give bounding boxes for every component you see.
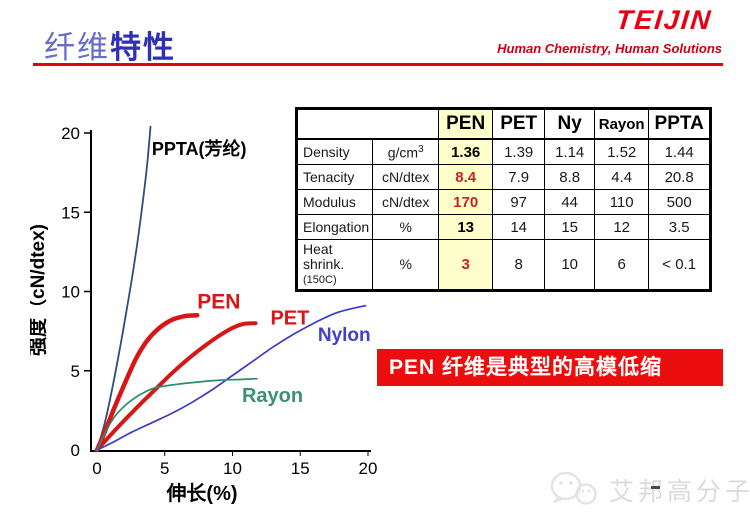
series-label-pet: PET — [270, 307, 309, 329]
value-cell-pet: 1.39 — [492, 138, 546, 165]
value-cell-rayon: 6 — [594, 239, 650, 291]
x-tick-label: 20 — [359, 459, 378, 478]
value-cell-pen: 1.36 — [438, 138, 494, 165]
watermark-text: 艾邦高分子 — [609, 478, 750, 506]
value-cell-rayon: 1.52 — [594, 138, 650, 165]
conclusion-banner: PEN 纤维是典型的高模低缩 — [377, 349, 723, 386]
property-cell: Heat shrink.(150C) — [295, 239, 374, 291]
series-ppta — [96, 125, 152, 451]
y-axis-title: 强度（cN/dtex) — [30, 224, 49, 356]
y-tick-label: 10 — [61, 283, 80, 302]
value-cell-pen: 170 — [438, 189, 494, 215]
unit-cell: % — [372, 239, 440, 291]
value-cell-ny: 1.14 — [544, 138, 596, 165]
value-cell-pen: 8.4 — [438, 164, 494, 190]
table-row: Density g/cm3 1.36 1.39 1.14 1.52 1.44 — [295, 138, 712, 165]
y-tick-label: 5 — [71, 362, 80, 381]
x-tick-label: 5 — [160, 459, 169, 478]
x-tick-label: 0 — [92, 459, 101, 478]
value-cell-ppta: 20.8 — [648, 164, 712, 190]
value-cell-pen: 13 — [438, 214, 494, 240]
page-title-part2: 特性 — [110, 30, 176, 65]
page-title: 纤维特性 — [44, 22, 176, 67]
unit-cell: cN/dtex — [372, 164, 440, 190]
value-cell-ny: 8.8 — [544, 164, 596, 190]
value-cell-pet: 14 — [492, 214, 546, 240]
unit-cell: g/cm3 — [372, 138, 440, 165]
x-axis-title: 伸长(%) — [165, 481, 237, 505]
value-cell-ny: 15 — [544, 214, 596, 240]
value-cell-ny: 44 — [544, 189, 596, 215]
series-label-ppta: PPTA(芳纶) — [152, 138, 247, 159]
col-header-ny: Ny — [544, 108, 596, 140]
property-cell: Density — [295, 138, 374, 165]
col-header-ppta: PPTA — [648, 108, 712, 140]
value-cell-pet: 7.9 — [492, 164, 546, 190]
unit-cell: % — [372, 214, 440, 240]
property-cell: Elongation — [295, 214, 374, 240]
value-cell-pen: 3 — [438, 239, 494, 291]
series-label-pen: PEN — [197, 291, 240, 314]
unit-cell: cN/dtex — [372, 189, 440, 215]
value-cell-rayon: 12 — [594, 214, 650, 240]
stress-strain-chart: 0 5 10 15 20 0 5 10 15 20 强度（cN/dtex) 伸长(%) PPTA(芳纶)… — [26, 103, 390, 518]
value-cell-ny: 10 — [544, 239, 596, 291]
property-cell: Modulus — [295, 189, 374, 215]
watermark: 艾邦高分子 — [549, 468, 750, 512]
x-tick-label: 15 — [291, 459, 310, 478]
col-header-pet: PET — [492, 108, 546, 140]
table-row: Modulus cN/dtex 170 97 44 110 500 — [295, 189, 712, 215]
value-cell-rayon: 110 — [594, 189, 650, 215]
fiber-properties-table: PEN PET Ny Rayon PPTA Density g/cm3 1.36 1.39 1.1… — [295, 107, 713, 292]
y-tick-label: 15 — [61, 203, 80, 222]
value-cell-ppta: < 0.1 — [648, 239, 712, 291]
property-cell: Tenacity — [295, 164, 374, 190]
table-row: Heat shrink.(150C)% 3 8 10 6 < 0.1 — [295, 239, 712, 291]
teijin-logo: TEIJIN — [614, 5, 714, 35]
watermark-logo-icon — [550, 471, 597, 505]
y-tick-label: 0 — [71, 441, 80, 460]
value-cell-rayon: 4.4 — [594, 164, 650, 190]
series-pet — [95, 321, 258, 452]
series-rayon — [96, 377, 258, 451]
series-label-nylon: Nylon — [318, 325, 371, 346]
series-nylon — [96, 304, 367, 451]
page-title-part1: 纤维 — [44, 30, 110, 65]
x-tick-label: 10 — [223, 459, 242, 478]
col-header-rayon: Rayon — [594, 108, 650, 140]
table-corner-cell — [295, 108, 440, 140]
y-tick-label: 20 — [61, 124, 80, 143]
value-cell-pet: 97 — [492, 189, 546, 215]
table-row: Tenacity cN/dtex 8.4 7.9 8.8 4.4 20.8 — [295, 164, 712, 190]
series-pen — [94, 313, 200, 453]
value-cell-ppta: 500 — [648, 189, 712, 215]
series-label-rayon: Rayon — [242, 385, 303, 407]
header-rule — [33, 63, 723, 66]
value-cell-ppta: 1.44 — [648, 138, 712, 165]
value-cell-pet: 8 — [492, 239, 546, 291]
col-header-pen: PEN — [438, 108, 494, 140]
chart-canvas: 0 5 10 15 20 0 5 10 15 20 强度（cN/dtex) 伸长(%) PPTA(芳纶)… — [26, 124, 378, 505]
watermark-dark-mark — [651, 486, 660, 489]
brand-tagline: Human Chemistry, Human Solutions — [497, 41, 722, 56]
value-cell-ppta: 3.5 — [648, 214, 712, 240]
table-row: Elongation% 13 14 15 12 3.5 — [295, 214, 712, 240]
